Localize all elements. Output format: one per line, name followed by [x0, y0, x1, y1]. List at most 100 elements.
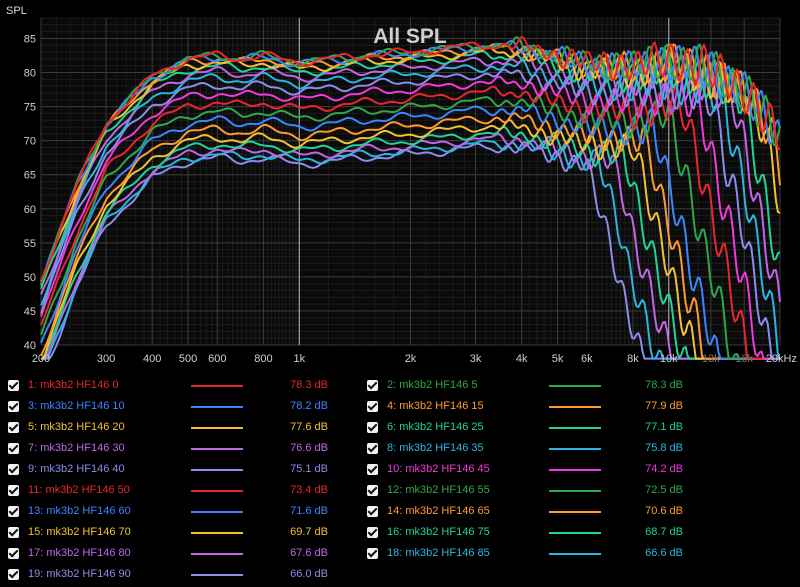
y-tick-labels: 40 45 50 55 60 65 70 75 80 85: [24, 33, 36, 352]
legend-item[interactable]: 6: mk3b2 HF146 25 77.1 dB: [367, 418, 707, 438]
series-line: [40, 39, 781, 285]
legend-label: 1: mk3b2 HF146 0: [28, 379, 119, 391]
legend-swatch: [549, 553, 601, 555]
legend-value: 66.0 dB: [290, 568, 328, 580]
legend-swatch: [191, 532, 243, 534]
legend-swatch: [549, 385, 601, 387]
legend-value: 70.6 dB: [645, 505, 683, 517]
series-checkbox[interactable]: [8, 569, 19, 580]
legend-swatch: [549, 469, 601, 471]
legend-swatch: [191, 490, 243, 492]
x-tick-label: 500: [179, 353, 197, 365]
series-checkbox[interactable]: [367, 485, 378, 496]
y-tick-label: 45: [24, 306, 36, 318]
series-checkbox[interactable]: [367, 401, 378, 412]
legend-label: 9: mk3b2 HF146 40: [28, 463, 125, 475]
legend-item[interactable]: 15: mk3b2 HF146 70 69.7 dB: [8, 523, 348, 543]
legend-label: 10: mk3b2 HF146 45: [387, 463, 490, 475]
series-checkbox[interactable]: [367, 380, 378, 391]
legend-label: 4: mk3b2 HF146 15: [387, 400, 484, 412]
series-checkbox[interactable]: [8, 401, 19, 412]
legend-item[interactable]: 16: mk3b2 HF146 75 68.7 dB: [367, 523, 707, 543]
legend-label: 11: mk3b2 HF146 50: [28, 484, 130, 496]
series-checkbox[interactable]: [8, 485, 19, 496]
legend-swatch: [549, 511, 601, 513]
y-tick-label: 55: [24, 238, 36, 250]
legend-item[interactable]: 10: mk3b2 HF146 45 74.2 dB: [367, 460, 707, 480]
legend-item[interactable]: 19: mk3b2 HF146 90 66.0 dB: [8, 565, 348, 585]
legend-item[interactable]: 5: mk3b2 HF146 20 77.6 dB: [8, 418, 348, 438]
series-line: [40, 75, 780, 360]
series-checkbox[interactable]: [367, 443, 378, 454]
curves: [40, 36, 781, 360]
series-checkbox[interactable]: [8, 548, 19, 559]
legend-item[interactable]: 13: mk3b2 HF146 60 71.6 dB: [8, 502, 348, 522]
legend-swatch: [549, 490, 601, 492]
legend-value: 78.3 dB: [290, 379, 328, 391]
x-tick-label: 600: [208, 353, 226, 365]
series-line: [41, 118, 780, 360]
legend-value: 78.3 dB: [645, 379, 683, 391]
x-tick-label: 800: [254, 353, 272, 365]
legend-value: 66.6 dB: [645, 547, 683, 559]
legend-item[interactable]: 17: mk3b2 HF146 80 67.6 dB: [8, 544, 348, 564]
series-checkbox[interactable]: [8, 506, 19, 517]
x-tick-label: 20kHz: [766, 353, 797, 365]
legend-value: 78.2 dB: [290, 400, 328, 412]
legend: 1: mk3b2 HF146 0 78.3 dB 2: mk3b2 HF146 5 7…: [0, 372, 800, 587]
y-tick-label: 60: [24, 204, 36, 216]
series-line: [40, 104, 780, 360]
series-checkbox[interactable]: [367, 506, 378, 517]
legend-item[interactable]: 14: mk3b2 HF146 65 70.6 dB: [367, 502, 707, 522]
legend-swatch: [191, 448, 243, 450]
series-checkbox[interactable]: [8, 380, 19, 391]
legend-label: 7: mk3b2 HF146 30: [28, 442, 125, 454]
legend-swatch: [549, 532, 601, 534]
x-tick-labels: 200 300 400 500 600 800 1k 2k 3k 4k 5k 6k 8k 10k 13k 16…: [32, 353, 797, 365]
y-axis-label: SPL: [6, 5, 27, 17]
legend-label: 8: mk3b2 HF146 35: [387, 442, 484, 454]
legend-item[interactable]: 2: mk3b2 HF146 5 78.3 dB: [367, 376, 707, 396]
series-checkbox[interactable]: [8, 422, 19, 433]
y-tick-label: 40: [24, 340, 36, 352]
x-tick-label: 6k: [581, 353, 593, 365]
legend-item[interactable]: 3: mk3b2 HF146 10 78.2 dB: [8, 397, 348, 417]
legend-item[interactable]: 1: mk3b2 HF146 0 78.3 dB: [8, 376, 348, 396]
legend-value: 75.1 dB: [290, 463, 328, 475]
x-tick-label: 300: [97, 353, 115, 365]
legend-item[interactable]: 9: mk3b2 HF146 40 75.1 dB: [8, 460, 348, 480]
series-checkbox[interactable]: [8, 527, 19, 538]
x-tick-label: 400: [143, 353, 161, 365]
legend-label: 13: mk3b2 HF146 60: [28, 505, 131, 517]
legend-value: 73.4 dB: [290, 484, 328, 496]
series-checkbox[interactable]: [8, 443, 19, 454]
y-tick-label: 75: [24, 102, 36, 114]
legend-item[interactable]: 8: mk3b2 HF146 35 75.8 dB: [367, 439, 707, 459]
legend-item[interactable]: 7: mk3b2 HF146 30 76.6 dB: [8, 439, 348, 459]
legend-value: 74.2 dB: [645, 463, 683, 475]
legend-label: 16: mk3b2 HF146 75: [387, 526, 490, 538]
x-tick-label: 8k: [627, 353, 639, 365]
legend-label: 3: mk3b2 HF146 10: [28, 400, 125, 412]
x-tick-label: 10k: [660, 353, 678, 365]
legend-item[interactable]: 4: mk3b2 HF146 15 77.9 dB: [367, 397, 707, 417]
series-checkbox[interactable]: [367, 548, 378, 559]
legend-item[interactable]: 12: mk3b2 HF146 55 72.5 dB: [367, 481, 707, 501]
legend-value: 67.6 dB: [290, 547, 328, 559]
legend-item[interactable]: 11: mk3b2 HF146 50 73.4 dB: [8, 481, 348, 501]
legend-value: 72.5 dB: [645, 484, 683, 496]
series-line: [41, 126, 780, 360]
legend-value: 77.6 dB: [290, 421, 328, 433]
x-tick-label: 1k: [293, 353, 305, 365]
series-checkbox[interactable]: [367, 527, 378, 538]
series-checkbox[interactable]: [367, 422, 378, 433]
series-line: [40, 112, 780, 360]
series-checkbox[interactable]: [8, 464, 19, 475]
legend-item[interactable]: 18: mk3b2 HF146 85 66.6 dB: [367, 544, 707, 564]
legend-label: 14: mk3b2 HF146 65: [387, 505, 490, 517]
legend-label: 2: mk3b2 HF146 5: [387, 379, 478, 391]
legend-value: 69.7 dB: [290, 526, 328, 538]
legend-swatch: [549, 427, 601, 429]
series-checkbox[interactable]: [367, 464, 378, 475]
x-tick-label: 13k: [702, 353, 720, 365]
